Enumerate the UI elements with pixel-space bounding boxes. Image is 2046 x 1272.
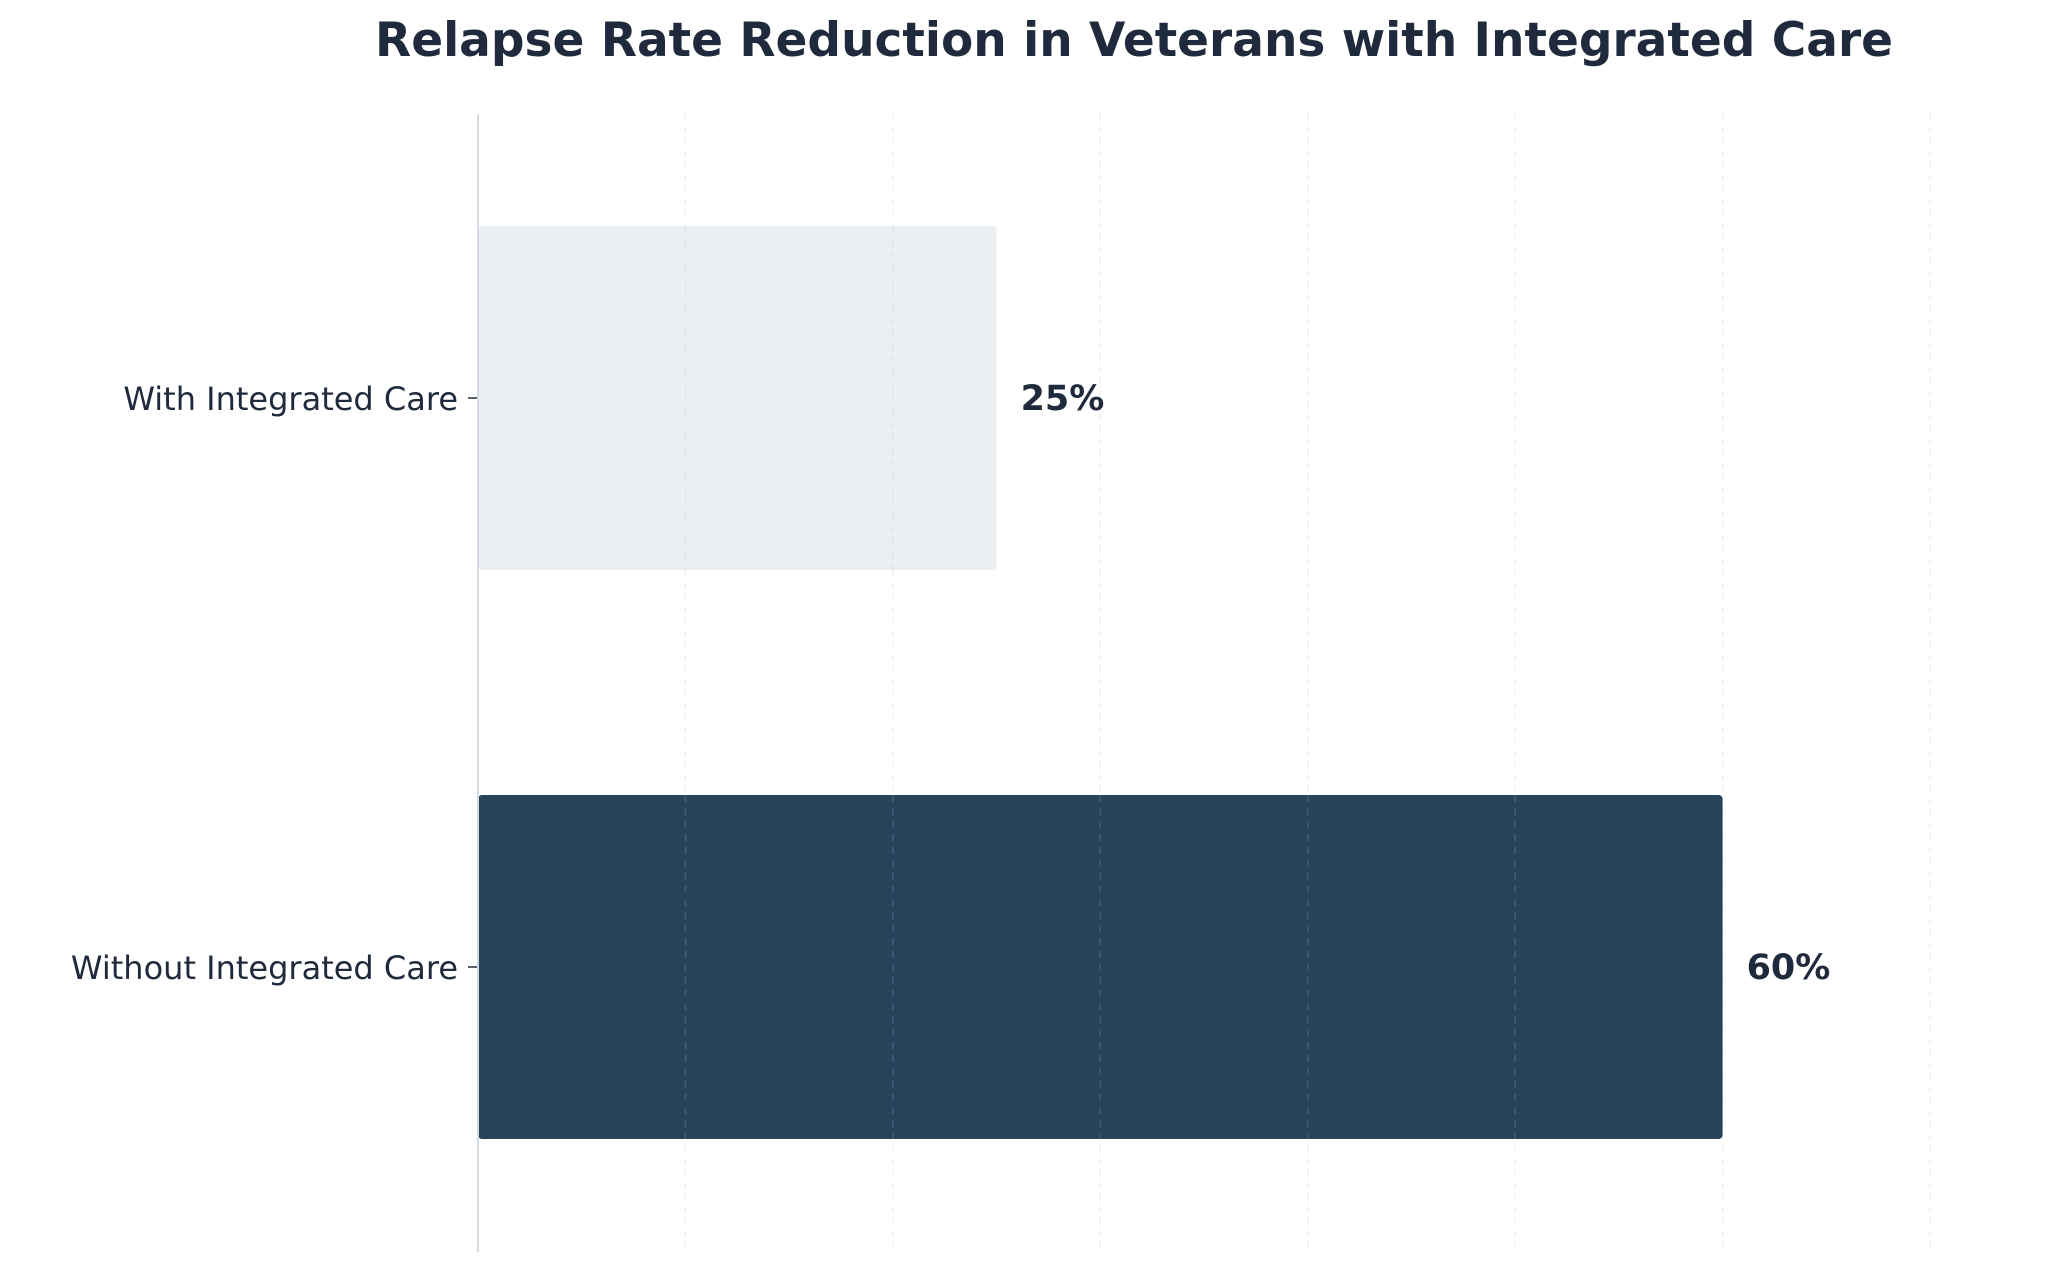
y-tick-label: Without Integrated Care [71, 949, 458, 987]
grid-overlay-layer [684, 226, 1516, 1139]
chart-title: Relapse Rate Reduction in Veterans with … [375, 13, 1893, 68]
axis-layer [468, 114, 479, 1252]
y-tick-label: With Integrated Care [123, 380, 458, 418]
label-layer: 25% With Integrated Care 60% Without Integr… [71, 379, 1830, 988]
bar-value-label: 60% [1747, 948, 1831, 988]
bar-value-label: 25% [1021, 379, 1105, 419]
bar-with-integrated-care [478, 226, 997, 570]
